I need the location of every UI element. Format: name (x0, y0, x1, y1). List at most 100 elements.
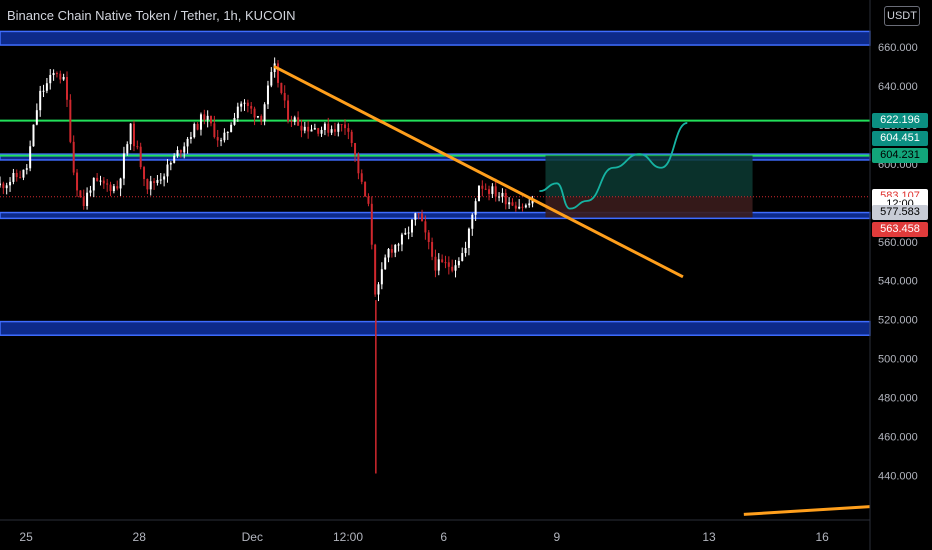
candle-up (166, 164, 169, 177)
candle-up (263, 104, 266, 122)
y-tick-label: 640.000 (878, 81, 918, 93)
stop-box (545, 196, 753, 218)
candle-up (394, 244, 397, 253)
candle-up (323, 123, 326, 130)
candle-up (122, 153, 125, 179)
candle-down (132, 123, 135, 147)
x-tick-label: Dec (242, 530, 263, 544)
candle-up (293, 117, 296, 122)
candle-down (370, 203, 373, 245)
candle-down (340, 124, 343, 126)
price-label: 604.451 (872, 130, 928, 146)
y-tick-label: 500.000 (878, 354, 918, 366)
x-tick-label: 9 (553, 530, 560, 544)
candle-down (196, 123, 199, 130)
candle-up (243, 102, 246, 104)
currency-button[interactable]: USDT (884, 6, 920, 26)
candle-down (96, 177, 99, 182)
candle-up (407, 232, 410, 234)
y-tick-label: 440.000 (878, 470, 918, 482)
candle-down (76, 172, 79, 191)
candle-down (511, 202, 514, 206)
candle-down (297, 117, 300, 126)
candle-up (129, 123, 132, 145)
candle-up (230, 124, 233, 132)
candle-up (220, 140, 223, 142)
candle-down (260, 116, 263, 122)
candle-up (531, 200, 534, 204)
candle-up (206, 115, 209, 120)
price-label: 622.196 (872, 113, 928, 129)
candle-down (434, 256, 437, 271)
candle-up (149, 181, 152, 190)
candle-up (9, 181, 12, 186)
candle-up (303, 126, 306, 131)
y-tick-label: 480.000 (878, 393, 918, 405)
candle-down (421, 213, 424, 222)
zone-lower-support (0, 320, 871, 336)
candle-down (333, 129, 336, 132)
candle-down (59, 73, 62, 80)
candle-up (0, 183, 1, 186)
candle-up (437, 259, 440, 271)
candle-up (163, 176, 166, 180)
x-tick-label: 28 (133, 530, 147, 544)
candle-up (474, 201, 477, 215)
candle-down (69, 99, 72, 142)
candle-down (277, 63, 280, 83)
candle-up (404, 232, 407, 235)
candle-down (72, 141, 75, 173)
candle-up (384, 257, 387, 270)
candle-up (189, 137, 192, 139)
candle-down (280, 82, 283, 93)
candle-down (136, 146, 139, 148)
candle-down (109, 184, 112, 192)
candle-up (454, 265, 457, 271)
candle-up (32, 124, 35, 147)
candle-down (350, 131, 353, 144)
y-tick-label: 560.000 (878, 237, 918, 249)
candle-up (400, 234, 403, 245)
candle-down (488, 189, 491, 194)
candle-up (159, 179, 162, 181)
candle-down (210, 115, 213, 124)
candle-up (112, 186, 115, 192)
candle-up (119, 178, 122, 189)
candle-up (176, 150, 179, 156)
candle-down (287, 100, 290, 122)
candle-down (246, 102, 249, 106)
y-tick-label: 540.000 (878, 276, 918, 288)
candle-up (35, 110, 38, 125)
candle-up (193, 123, 196, 138)
candle-up (266, 85, 269, 105)
candle-up (183, 146, 186, 153)
candle-down (203, 114, 206, 120)
x-tick-label: 13 (702, 530, 716, 544)
candle-up (457, 260, 460, 266)
candle-down (19, 177, 22, 179)
candle-up (199, 114, 202, 130)
candle-down (253, 108, 256, 118)
candle-up (12, 172, 15, 182)
candle-down (447, 262, 450, 267)
candle-down (102, 180, 105, 184)
candle-up (29, 146, 32, 169)
candle-up (226, 131, 229, 133)
candle-up (491, 186, 494, 194)
candle-down (300, 125, 303, 131)
candle-up (310, 129, 313, 132)
candle-down (494, 186, 497, 197)
candle-down (431, 241, 434, 257)
candle-down (79, 190, 82, 198)
candle-up (223, 132, 226, 141)
candle-up (86, 192, 89, 206)
candle-up (467, 228, 470, 248)
candle-up (313, 128, 316, 130)
candle-up (126, 144, 129, 154)
candle-down (213, 123, 216, 138)
candle-up (414, 213, 417, 220)
candle-down (146, 179, 149, 190)
candle-up (156, 180, 159, 183)
